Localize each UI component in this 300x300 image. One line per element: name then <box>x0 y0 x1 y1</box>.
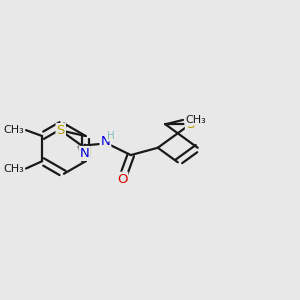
Text: CH₃: CH₃ <box>3 125 24 135</box>
Text: S: S <box>186 118 194 131</box>
Text: N: N <box>80 147 89 160</box>
Text: O: O <box>117 172 127 186</box>
Text: N: N <box>100 135 110 148</box>
Text: S: S <box>56 124 65 137</box>
Text: CH₃: CH₃ <box>3 164 24 173</box>
Text: CH₃: CH₃ <box>185 115 206 125</box>
Text: H: H <box>107 130 115 140</box>
